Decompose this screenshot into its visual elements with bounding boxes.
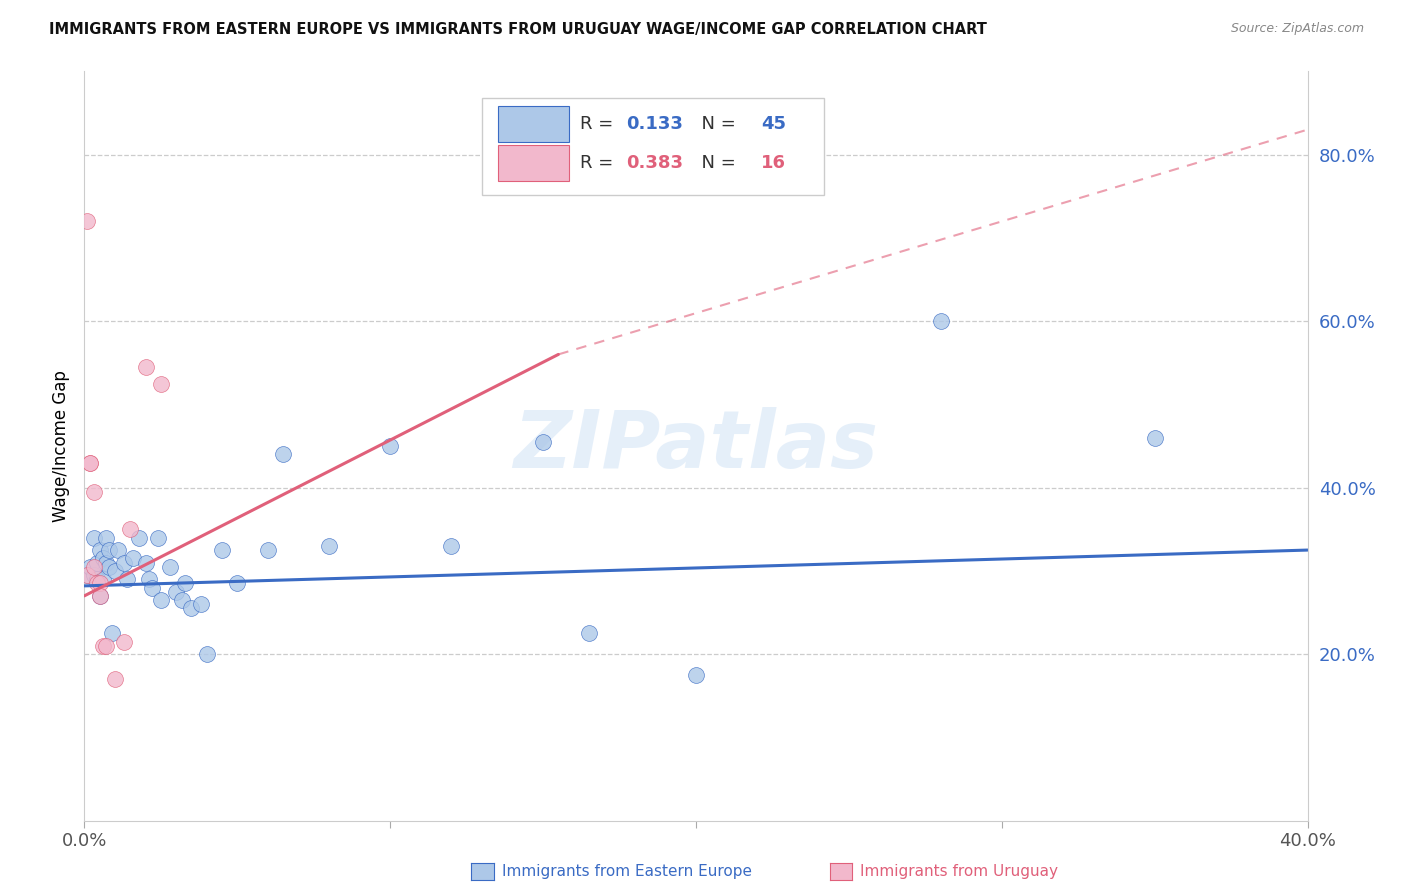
- Point: [440, 539, 463, 553]
- Point: [159, 559, 181, 574]
- Text: 45: 45: [761, 115, 786, 133]
- Point: [76, 214, 98, 228]
- Point: [271, 447, 294, 461]
- Point: [89, 576, 111, 591]
- Point: [83, 559, 105, 574]
- Point: [94, 639, 117, 653]
- Point: [86, 572, 108, 586]
- Text: 0.383: 0.383: [626, 153, 683, 172]
- Point: [83, 568, 105, 582]
- Text: ZIPatlas: ZIPatlas: [513, 407, 879, 485]
- Point: [86, 556, 108, 570]
- Point: [89, 589, 111, 603]
- Point: [226, 576, 249, 591]
- Point: [94, 531, 117, 545]
- Text: R =: R =: [579, 115, 619, 133]
- Point: [107, 543, 129, 558]
- Point: [578, 626, 600, 640]
- Point: [195, 647, 218, 661]
- Point: [929, 314, 952, 328]
- Point: [86, 576, 108, 591]
- Point: [149, 376, 172, 391]
- Point: [83, 531, 105, 545]
- Point: [101, 626, 124, 640]
- Point: [91, 551, 114, 566]
- Point: [79, 456, 101, 470]
- Point: [97, 559, 120, 574]
- Point: [83, 484, 105, 499]
- Point: [1143, 431, 1166, 445]
- Point: [172, 593, 194, 607]
- Point: [135, 359, 157, 374]
- Point: [174, 576, 197, 591]
- Point: [138, 572, 160, 586]
- Point: [146, 531, 169, 545]
- Point: [79, 456, 101, 470]
- Text: R =: R =: [579, 153, 619, 172]
- Point: [190, 597, 212, 611]
- FancyBboxPatch shape: [482, 97, 824, 195]
- Point: [120, 522, 142, 536]
- Point: [89, 543, 111, 558]
- FancyBboxPatch shape: [498, 145, 569, 181]
- Point: [685, 668, 707, 682]
- Text: Immigrants from Uruguay: Immigrants from Uruguay: [860, 864, 1059, 879]
- Point: [97, 543, 120, 558]
- Point: [112, 634, 135, 648]
- Point: [112, 556, 135, 570]
- Point: [104, 564, 127, 578]
- Point: [380, 439, 402, 453]
- Point: [91, 639, 114, 653]
- Point: [94, 556, 117, 570]
- Point: [141, 581, 163, 595]
- Point: [257, 543, 280, 558]
- Point: [211, 543, 233, 558]
- Point: [531, 434, 554, 449]
- Text: Immigrants from Eastern Europe: Immigrants from Eastern Europe: [502, 864, 752, 879]
- Text: Source: ZipAtlas.com: Source: ZipAtlas.com: [1230, 22, 1364, 36]
- Text: N =: N =: [690, 115, 741, 133]
- Point: [149, 593, 172, 607]
- Point: [76, 568, 98, 582]
- Point: [104, 672, 127, 686]
- Point: [318, 539, 340, 553]
- Point: [128, 531, 150, 545]
- Point: [115, 572, 138, 586]
- Point: [122, 551, 145, 566]
- Point: [135, 556, 157, 570]
- Point: [91, 572, 114, 586]
- Point: [165, 584, 187, 599]
- Text: IMMIGRANTS FROM EASTERN EUROPE VS IMMIGRANTS FROM URUGUAY WAGE/INCOME GAP CORREL: IMMIGRANTS FROM EASTERN EUROPE VS IMMIGR…: [49, 22, 987, 37]
- Point: [79, 559, 101, 574]
- Point: [89, 589, 111, 603]
- Text: N =: N =: [690, 153, 741, 172]
- Y-axis label: Wage/Income Gap: Wage/Income Gap: [52, 370, 70, 522]
- Text: 16: 16: [761, 153, 786, 172]
- Point: [76, 568, 98, 582]
- FancyBboxPatch shape: [498, 106, 569, 142]
- Text: 0.133: 0.133: [626, 115, 683, 133]
- Point: [180, 601, 202, 615]
